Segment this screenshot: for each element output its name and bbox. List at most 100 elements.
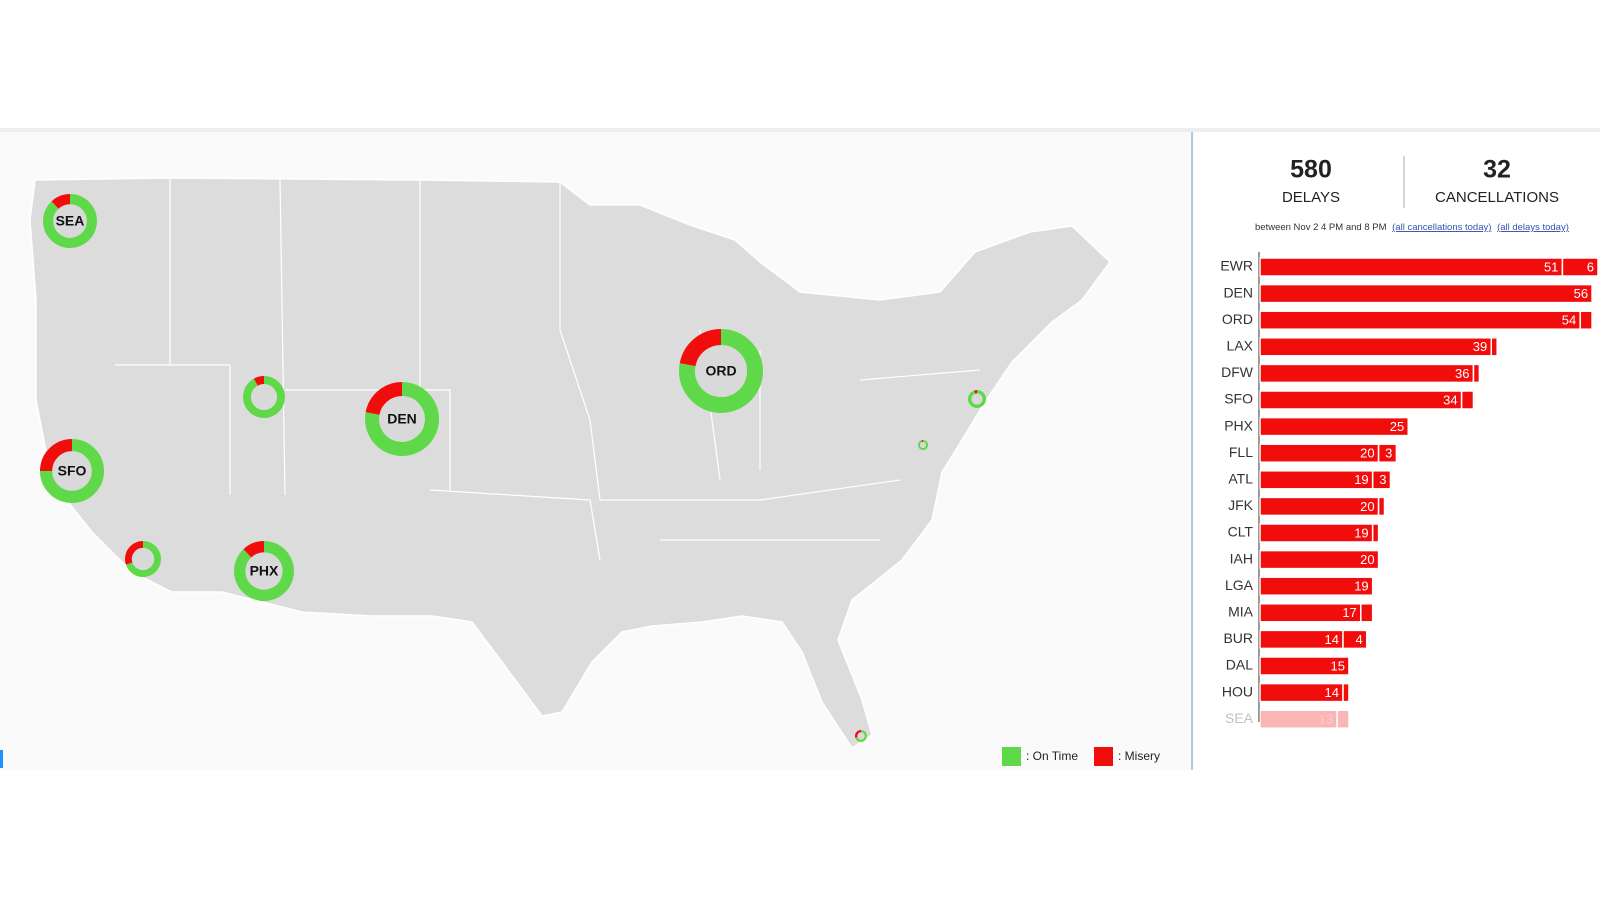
bar-segment [1360,603,1374,623]
link[interactable]: (all cancellations today) [1392,222,1491,233]
bar-segment [1377,496,1386,517]
legend-label: : On Time [1026,749,1078,763]
bar-segment [1259,283,1593,304]
donut-center [245,552,283,590]
bar-segment [1259,656,1350,676]
bar-value-label: 3 [1385,446,1392,461]
category-label: HOU [1222,683,1253,699]
bar-segment [1259,363,1475,384]
cancel-label: CANCELLATIONS [1435,189,1559,206]
donut-center [971,393,983,405]
state-lines [115,178,981,561]
us-landmass [29,177,1111,750]
category-label: CLT [1228,524,1254,540]
bar-segment [1561,257,1599,277]
donut-center [694,344,748,398]
airport-label: SFO [58,463,87,479]
donut-ontime [365,382,439,456]
donut-center [857,732,865,740]
donut-ontime [40,439,104,503]
category-label: DFW [1221,364,1254,380]
bar-segment [1259,310,1581,330]
delay-count: 580 [1290,156,1332,184]
donut-center [919,441,927,449]
donut-misery [51,194,71,210]
category-label: SEA [1225,710,1254,726]
category-label: DAL [1226,657,1253,673]
bar-value-label: 19 [1354,525,1368,540]
donut-center [53,204,87,238]
donut-center [250,383,278,411]
category-label: BUR [1223,630,1253,646]
bar-value-label: 19 [1354,579,1368,594]
category-label: PHX [1224,417,1253,433]
bar-segment [1259,709,1338,729]
category-label: DEN [1223,284,1253,300]
donut-ontime [679,329,763,413]
bar-segment [1342,682,1350,703]
donut-ontime [43,194,97,248]
bar-segment [1259,257,1564,277]
airport-label: PHX [250,563,279,579]
bar-value-label: 25 [1390,419,1404,434]
bar-value-label: 20 [1360,446,1374,461]
donut-ontime [125,541,161,577]
donut-misery [679,329,722,367]
bar-segment [1342,629,1368,650]
legend-swatch [1002,747,1021,766]
map: SEA DEN ORD SFO PHX : On Time : Misery [0,177,1160,768]
scroll-indicator [0,750,3,768]
bar-segment [1259,576,1374,596]
donut-ontime [918,440,928,450]
category-label: MIA [1228,604,1254,620]
airport-label: SEA [56,213,85,229]
bar-segment [1259,416,1409,437]
bar-segment [1259,390,1463,410]
link[interactable]: (all delays today) [1497,222,1569,233]
bar-value-label: 15 [1330,658,1344,673]
cancel-count: 32 [1483,156,1511,184]
bar-value-label: 17 [1342,605,1356,620]
bar-segment [1579,310,1593,330]
bar-segment [1336,709,1350,729]
bar-value-label: 19 [1354,472,1368,487]
airport-label: ORD [705,363,736,379]
bar-value-label: 14 [1325,632,1339,647]
bar-value-label: 13 [1319,712,1333,727]
bar-segment [1377,443,1398,463]
delay-label: DELAYS [1282,189,1340,206]
category-label: EWR [1220,258,1253,274]
category-label: SFO [1224,391,1253,407]
donut-misery [855,730,862,738]
bar-value-label: 56 [1574,286,1588,301]
donut-misery [125,541,144,565]
category-label: ORD [1222,311,1253,327]
note-text: between Nov 2 4 PM and 8 PM [1255,222,1387,233]
bar-value-label: 51 [1544,259,1558,274]
bar-value-label: 39 [1473,339,1487,354]
donut-misery [243,541,265,558]
bar-value-label: 20 [1360,552,1374,567]
bar-value-label: 34 [1443,392,1457,407]
category-label: LGA [1225,577,1254,593]
donut-misery [40,439,73,472]
airport-label: DEN [387,411,417,427]
bar-segment [1490,337,1498,357]
donut-center [131,547,155,571]
legend-swatch [1094,747,1113,766]
donut-misery [365,382,403,416]
header-shadow [0,128,1600,132]
bar-segment [1371,523,1380,543]
donut-layer: SEA DEN ORD SFO PHX [40,194,986,742]
bar-value-label: 54 [1562,313,1576,328]
donut-ontime [968,390,986,408]
category-label: ATL [1228,471,1253,487]
bar-value-label: 36 [1455,366,1469,381]
category-label: IAH [1230,550,1253,566]
category-label: FLL [1229,444,1253,460]
bar-segment [1472,363,1481,384]
note: between Nov 2 4 PM and 8 PM (all cancell… [1255,222,1569,233]
